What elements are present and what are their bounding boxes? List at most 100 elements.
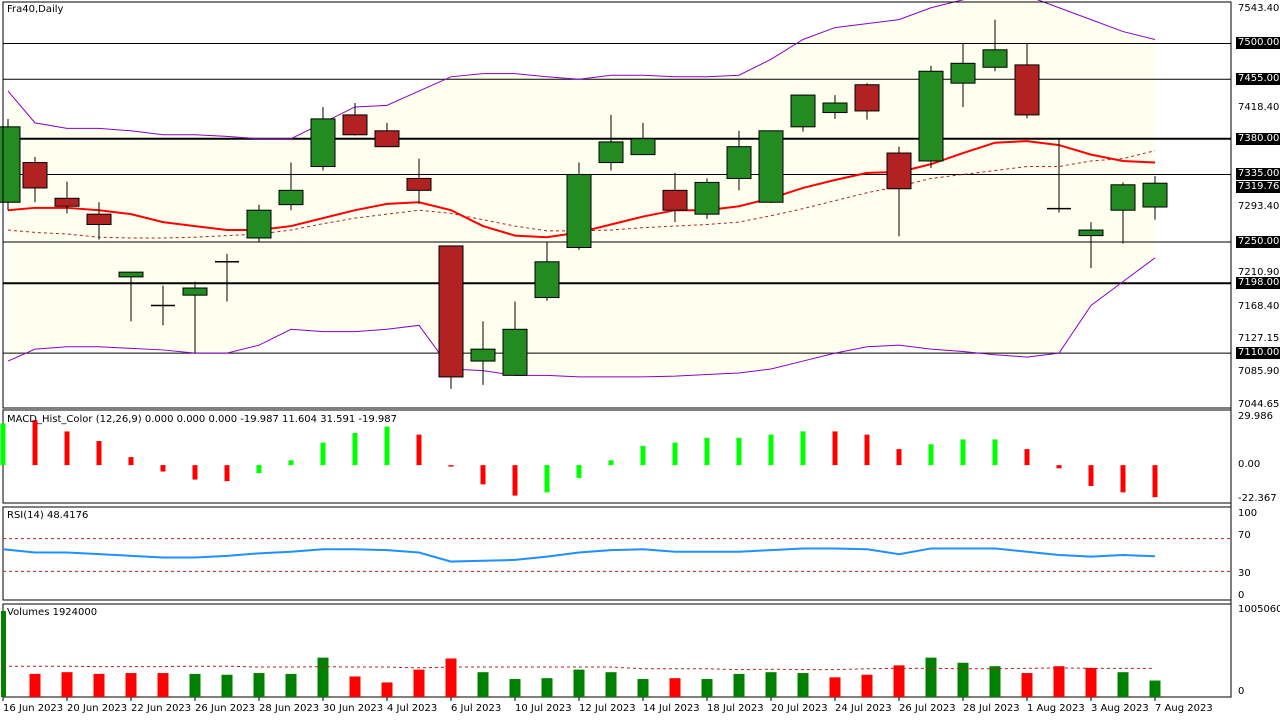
bull-candle[interactable] xyxy=(982,49,1008,68)
bull-candle[interactable] xyxy=(182,287,208,296)
macd-histogram-bar xyxy=(832,431,838,466)
bull-candle[interactable] xyxy=(726,146,752,179)
bear-candle[interactable] xyxy=(342,114,368,136)
macd-histogram-bar xyxy=(640,445,646,466)
volume-ma-line xyxy=(3,665,1155,671)
date-axis-label: 4 Jul 2023 xyxy=(387,703,438,714)
bear-candle[interactable] xyxy=(438,245,464,378)
volume-bar xyxy=(93,673,105,697)
macd-histogram-bar xyxy=(1120,465,1126,493)
date-axis-label: 14 Jul 2023 xyxy=(643,703,700,714)
bull-candle[interactable] xyxy=(278,189,304,206)
bear-candle[interactable] xyxy=(406,177,432,191)
price-axis-label: 7127.15 xyxy=(1238,333,1280,345)
price-axis-label: 7210.90 xyxy=(1238,267,1280,278)
volume-bar xyxy=(541,678,553,697)
date-axis-label: 1 Aug 2023 xyxy=(1027,703,1085,714)
bull-candle[interactable] xyxy=(1142,182,1168,208)
bull-candle[interactable] xyxy=(1078,229,1104,237)
bull-candle[interactable] xyxy=(0,126,21,203)
volume-bar xyxy=(925,657,937,697)
bull-candle[interactable] xyxy=(790,94,816,128)
volume-bar xyxy=(413,669,425,697)
date-axis-label: 24 Jul 2023 xyxy=(835,703,892,714)
volume-bar xyxy=(445,658,457,697)
bull-candle[interactable] xyxy=(470,348,496,362)
bull-candle[interactable] xyxy=(630,138,656,156)
bull-candle[interactable] xyxy=(950,62,976,84)
price-level-label: 7110.00 xyxy=(1236,347,1280,360)
bull-candle[interactable] xyxy=(1110,184,1136,211)
macd-histogram-bar xyxy=(352,433,358,466)
volume-bar xyxy=(989,666,1001,697)
bull-candle[interactable] xyxy=(758,130,784,203)
bear-candle[interactable] xyxy=(1014,64,1040,116)
volume-bar xyxy=(1053,666,1065,697)
macd-histogram-bar xyxy=(288,460,294,466)
date-axis-label: 10 Jul 2023 xyxy=(515,703,572,714)
price-axis-label: 7543.40 xyxy=(1238,3,1280,14)
bear-candle[interactable] xyxy=(854,84,880,112)
bear-candle[interactable] xyxy=(662,189,688,211)
macd-histogram-bar xyxy=(1152,465,1158,498)
macd-histogram-bar xyxy=(512,465,518,496)
macd-histogram-bar xyxy=(608,460,614,466)
date-axis-label: 20 Jun 2023 xyxy=(67,703,128,714)
bear-candle[interactable] xyxy=(374,130,400,148)
date-axis-label: 30 Jun 2023 xyxy=(323,703,384,714)
bull-candle[interactable] xyxy=(694,181,720,215)
macd-histogram-bar xyxy=(896,449,902,466)
bull-candle[interactable] xyxy=(310,118,336,168)
rsi-line xyxy=(2,547,1156,563)
ma-slow-dashed xyxy=(7,150,1156,239)
date-axis-label: 20 Jul 2023 xyxy=(771,703,828,714)
price-level-label: 7455.00 xyxy=(1236,73,1280,86)
bear-candle[interactable] xyxy=(86,213,112,225)
date-axis-label: 18 Jul 2023 xyxy=(707,703,764,714)
volume-bar xyxy=(285,673,297,697)
volume-panel-frame xyxy=(2,603,1232,698)
volume-bar xyxy=(317,657,329,697)
date-axis-label: 12 Jul 2023 xyxy=(579,703,636,714)
macd-panel-title: MACD_Hist_Color (12,26,9) 0.000 0.000 0.… xyxy=(7,414,397,425)
bull-candle[interactable] xyxy=(566,173,592,249)
price-axis-label: 7085.90 xyxy=(1238,366,1280,378)
volume-bar xyxy=(125,673,137,697)
volume-bar xyxy=(701,679,713,697)
macd-histogram-bar xyxy=(32,420,38,466)
volume-bar xyxy=(893,665,905,697)
bull-candle[interactable] xyxy=(534,261,560,299)
date-axis-label: 28 Jul 2023 xyxy=(963,703,1020,714)
bull-candle[interactable] xyxy=(502,328,528,376)
macd-axis-max: 29.986 xyxy=(1238,411,1273,422)
bull-candle[interactable] xyxy=(918,70,944,162)
volume-bar xyxy=(829,677,841,697)
macd-histogram-bar xyxy=(800,431,806,466)
date-axis-label: 16 Jun 2023 xyxy=(3,703,64,714)
bull-candle[interactable] xyxy=(822,102,848,114)
bull-candle[interactable] xyxy=(118,271,144,278)
volume-bar xyxy=(797,673,809,697)
macd-histogram-bar xyxy=(384,426,390,466)
price-level-label: 7319.76 xyxy=(1236,180,1280,193)
volume-bar xyxy=(221,674,233,697)
bear-candle[interactable] xyxy=(886,152,912,190)
bull-candle[interactable] xyxy=(246,209,272,239)
volume-bar xyxy=(29,673,41,697)
bear-candle[interactable] xyxy=(54,197,80,207)
macd-histogram-bar xyxy=(960,439,966,466)
macd-histogram-bar xyxy=(576,465,582,478)
volume-panel-title: Volumes 1924000 xyxy=(7,607,98,618)
price-level-label: 7380.00 xyxy=(1236,132,1280,145)
macd-histogram-bar xyxy=(448,465,454,467)
chart-title: Fra40,Daily xyxy=(7,4,64,15)
volume-bar xyxy=(1021,673,1033,697)
macd-histogram-bar xyxy=(224,465,230,482)
volume-bar xyxy=(349,676,361,697)
volume-bar xyxy=(61,672,73,697)
bear-candle[interactable] xyxy=(22,162,48,189)
bull-candle[interactable] xyxy=(598,141,624,164)
macd-histogram-bar xyxy=(192,465,198,480)
